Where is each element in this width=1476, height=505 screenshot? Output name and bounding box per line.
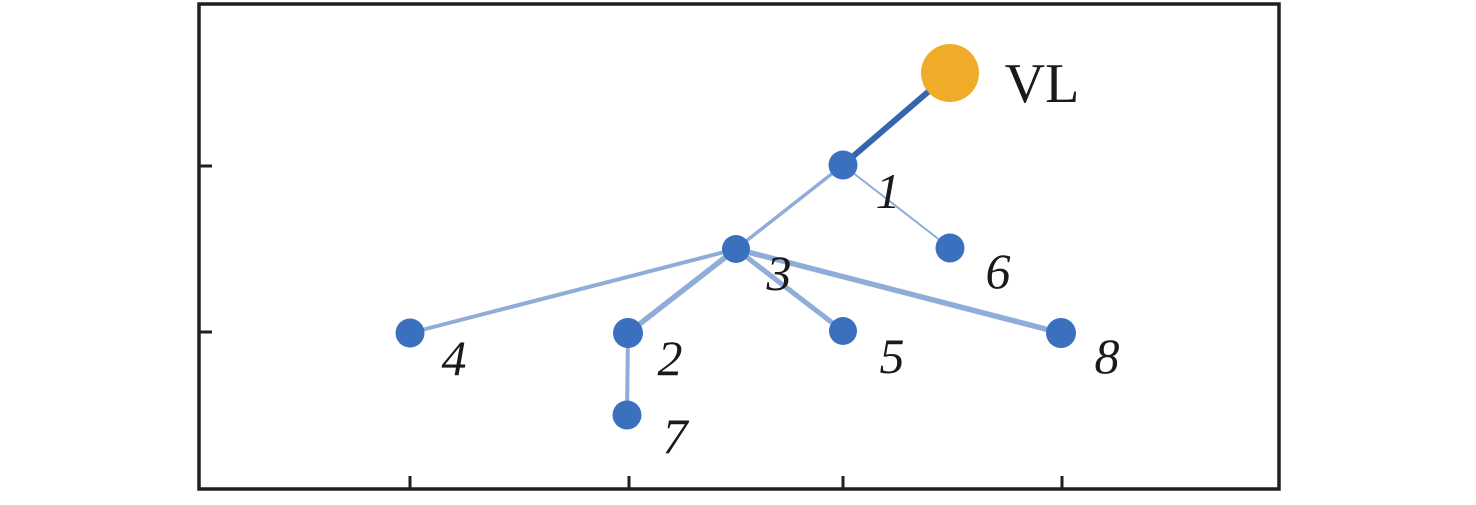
- node-label-5: 5: [880, 328, 905, 384]
- graph-edges-layer: [408, 70, 1064, 417]
- edge-3-2: [625, 246, 739, 336]
- node-label-2: 2: [658, 330, 683, 386]
- node-6: [935, 233, 965, 263]
- plot-frame: [197, 2, 1281, 491]
- node-5: [829, 317, 857, 345]
- edge-3-4: [408, 247, 738, 335]
- node-8: [1046, 318, 1076, 348]
- plot-frame-layer: [197, 2, 1281, 491]
- graph-labels-layer: VL 1 2 3 4 5 6 7 8: [442, 53, 1120, 464]
- node-label-6: 6: [986, 243, 1011, 299]
- edge-1-6: [842, 164, 951, 249]
- node-label-4: 4: [442, 330, 467, 386]
- edge-3-5: [733, 246, 846, 334]
- node-VL: [921, 44, 979, 102]
- node-7: [612, 400, 642, 430]
- node-label-3: 3: [766, 245, 792, 301]
- node-label-8: 8: [1095, 328, 1120, 384]
- node-label-1: 1: [876, 163, 901, 219]
- node-1: [828, 150, 858, 180]
- node-label-7: 7: [663, 408, 690, 464]
- node-3: [722, 235, 750, 263]
- graph-nodes-layer: [395, 44, 1076, 430]
- node-2: [613, 318, 643, 348]
- edge-1-3: [734, 163, 845, 251]
- edge-3-8: [733, 246, 1064, 336]
- node-4: [395, 318, 425, 348]
- node-label-VL: VL: [1005, 53, 1080, 115]
